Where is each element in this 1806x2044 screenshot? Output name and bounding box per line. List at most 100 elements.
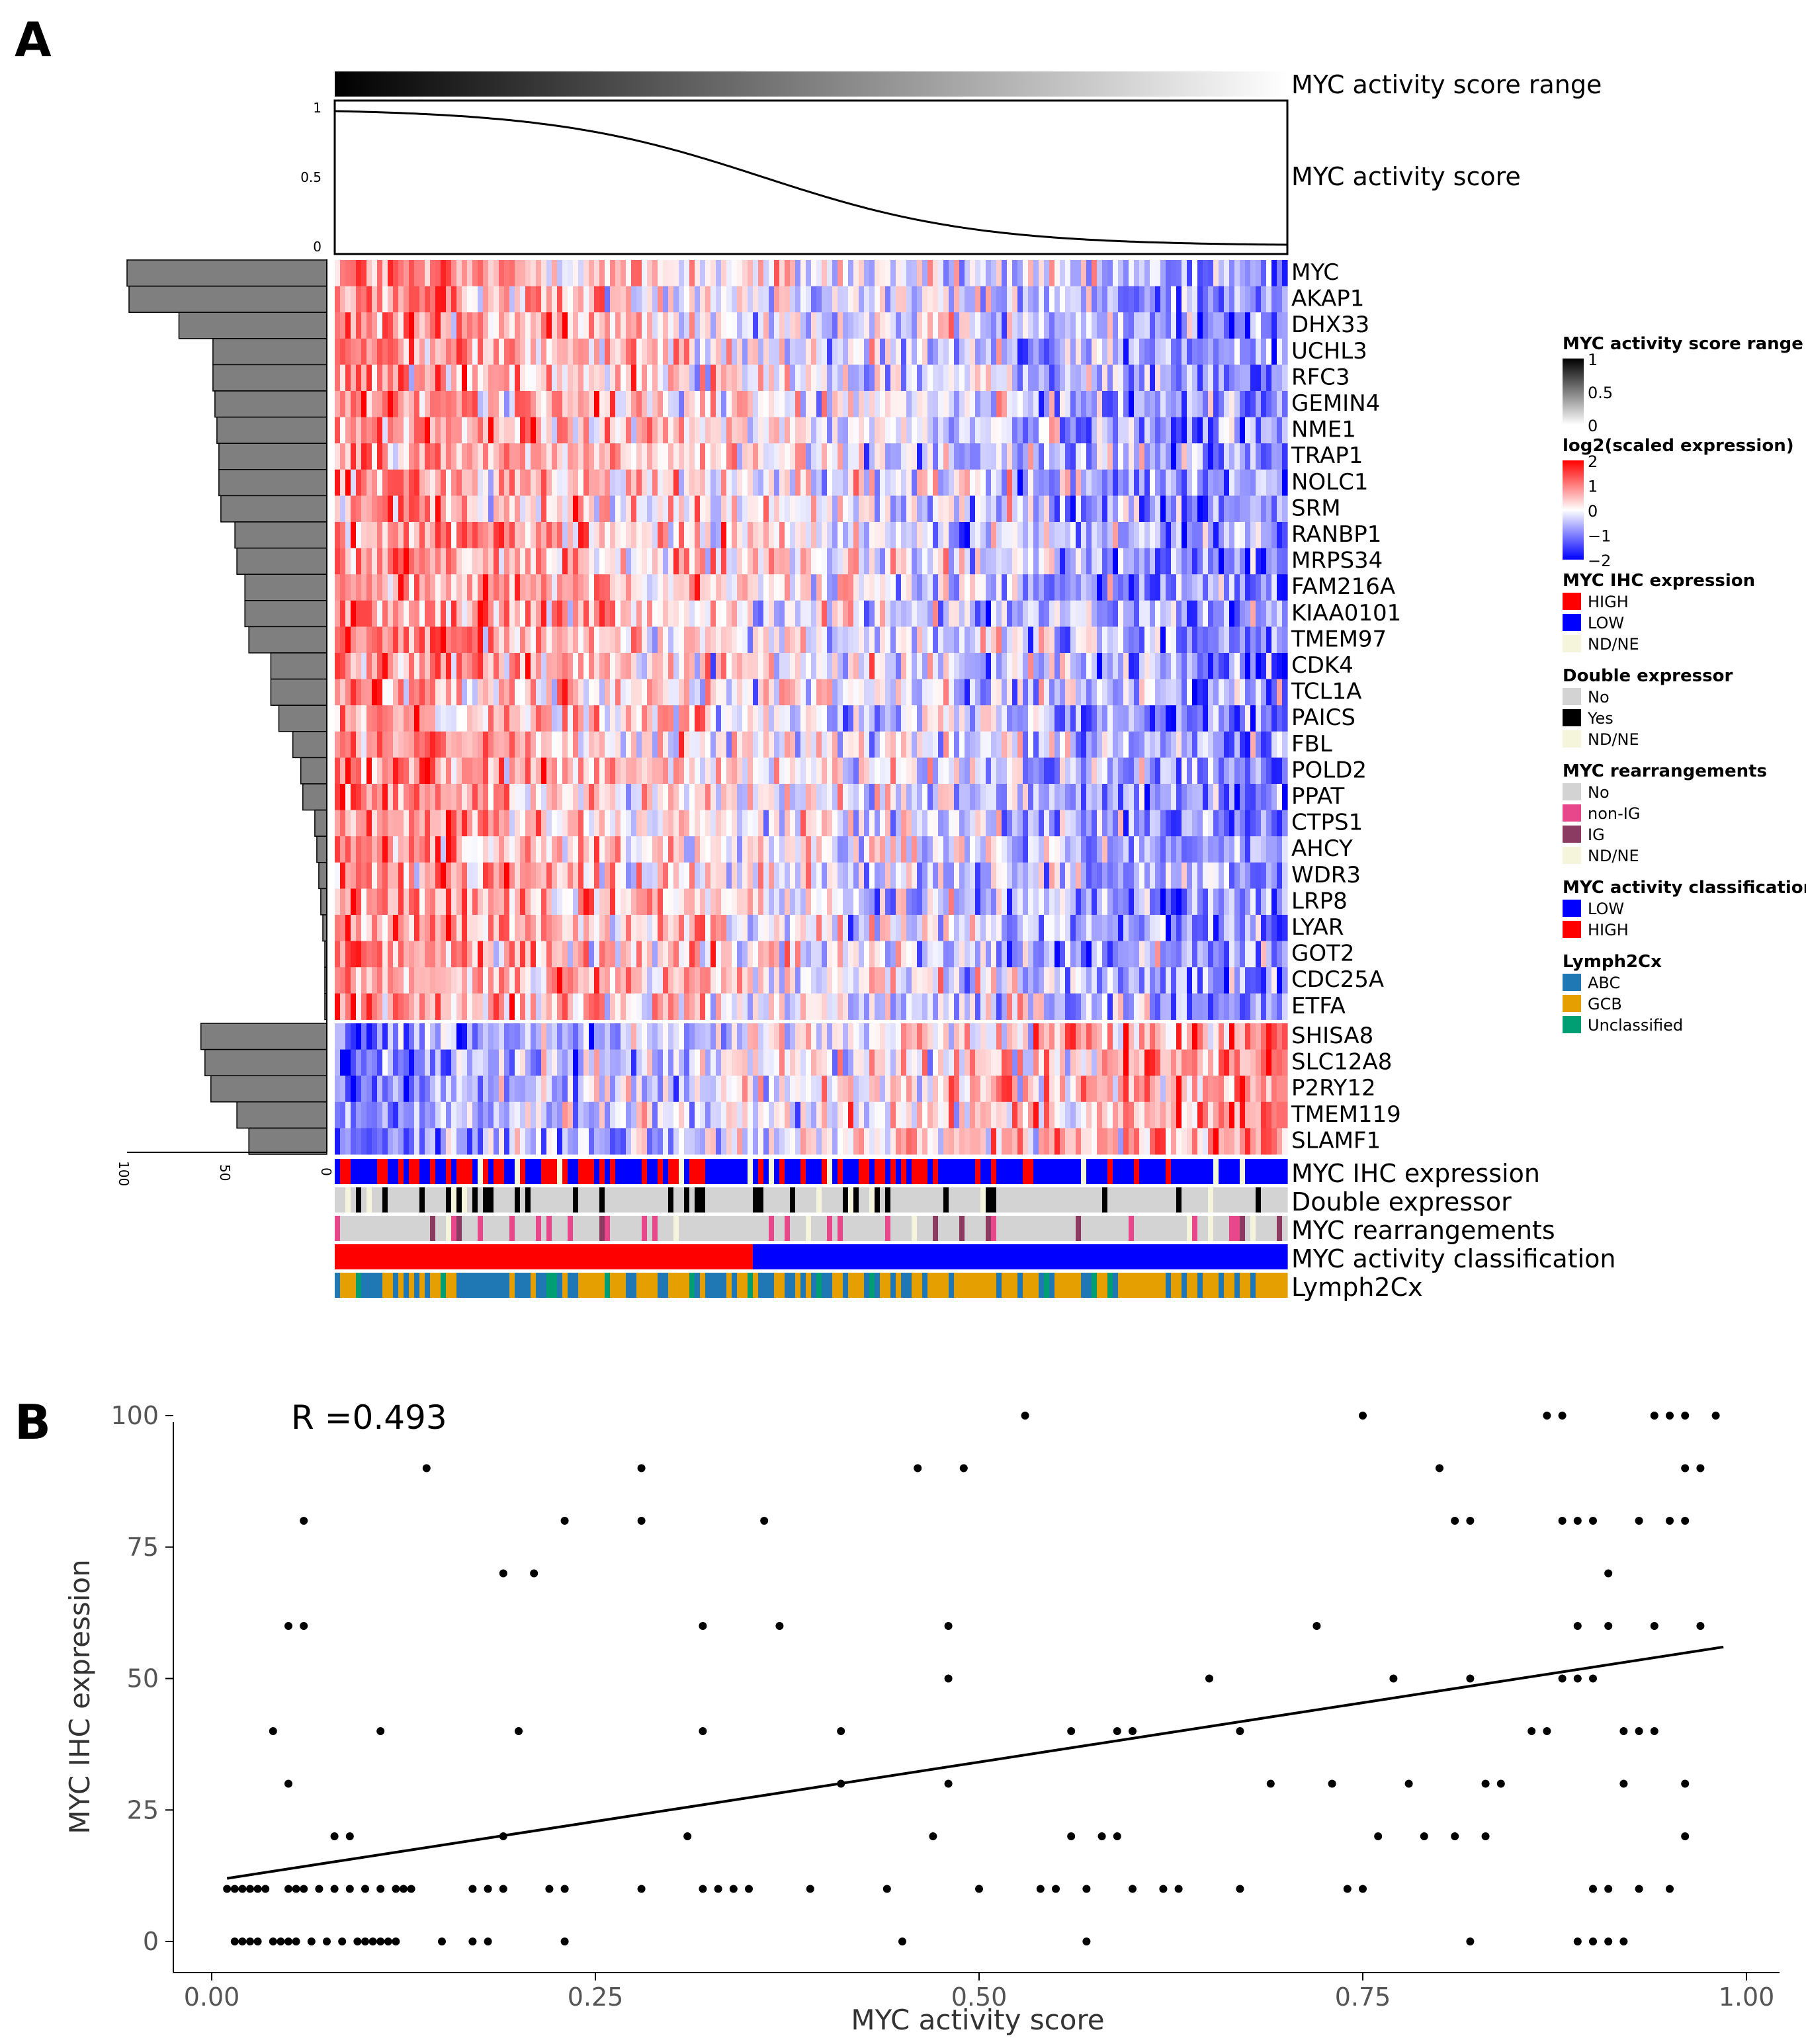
track-lymph2cx-cell bbox=[366, 1273, 372, 1298]
track-class-cell bbox=[1197, 1244, 1203, 1269]
track-lymph2cx-cell bbox=[975, 1273, 981, 1298]
track-double-cell bbox=[583, 1187, 589, 1213]
track-double-cell bbox=[419, 1187, 425, 1213]
heatmap-row-slamf1 bbox=[335, 1128, 1288, 1155]
track-rearr-cell bbox=[1245, 1216, 1251, 1241]
track-rearr-cell bbox=[954, 1216, 960, 1241]
track-lymph2cx-cell bbox=[848, 1273, 854, 1298]
track-ihc-cell bbox=[435, 1159, 441, 1184]
track-lymph2cx-cell bbox=[456, 1273, 462, 1298]
track-double-cell bbox=[1113, 1187, 1119, 1213]
data-point bbox=[1451, 1832, 1459, 1840]
track-ihc-cell bbox=[626, 1159, 632, 1184]
track-ihc-cell bbox=[1266, 1159, 1272, 1184]
legend-tick: −2 bbox=[1588, 552, 1611, 570]
track-double-cell bbox=[848, 1187, 854, 1213]
track-ihc-cell bbox=[679, 1159, 685, 1184]
track-double-cell bbox=[859, 1187, 865, 1213]
track-rearr-cell bbox=[409, 1216, 415, 1241]
track-ihc-cell bbox=[483, 1159, 489, 1184]
track-double-cell bbox=[949, 1187, 955, 1213]
track-class-cell bbox=[1261, 1244, 1267, 1269]
track-lymph2cx-cell bbox=[1129, 1273, 1135, 1298]
track-ihc-cell bbox=[393, 1159, 399, 1184]
track-rearr-cell bbox=[536, 1216, 542, 1241]
track-double-cell bbox=[763, 1187, 769, 1213]
track-ihc-cell bbox=[1245, 1159, 1251, 1184]
track-lymph2cx-cell bbox=[827, 1273, 833, 1298]
data-point bbox=[330, 1885, 339, 1893]
track-rearr-cell bbox=[488, 1216, 494, 1241]
track-double-cell bbox=[652, 1187, 658, 1213]
track-rearr-cell bbox=[700, 1216, 706, 1241]
track-rearr-cell bbox=[504, 1216, 510, 1241]
track-ihc-cell bbox=[430, 1159, 436, 1184]
track-rearr-cell bbox=[1219, 1216, 1225, 1241]
track-rearr-cell bbox=[991, 1216, 997, 1241]
track-double-cell bbox=[827, 1187, 833, 1213]
track-ihc-cell bbox=[1118, 1159, 1124, 1184]
track-ihc-cell bbox=[1139, 1159, 1145, 1184]
data-point bbox=[277, 1938, 285, 1945]
track-rearr-cell bbox=[996, 1216, 1002, 1241]
gene-label-lrp8: LRP8 bbox=[1291, 888, 1348, 914]
data-point bbox=[944, 1622, 953, 1630]
track-class-cell bbox=[811, 1244, 817, 1269]
data-point bbox=[330, 1832, 339, 1840]
track-rearr-cell bbox=[520, 1216, 526, 1241]
data-point bbox=[1312, 1622, 1321, 1630]
track-double-cell bbox=[869, 1187, 875, 1213]
data-point bbox=[1558, 1674, 1567, 1683]
track-ihc-cell bbox=[451, 1159, 457, 1184]
weight-bar bbox=[204, 1048, 327, 1076]
track-rearr-cell bbox=[1213, 1216, 1219, 1241]
data-point bbox=[637, 1464, 646, 1472]
track-lymph2cx-cell bbox=[1277, 1273, 1283, 1298]
track-ihc-cell bbox=[568, 1159, 574, 1184]
track-double-cell bbox=[695, 1187, 701, 1213]
data-point bbox=[1604, 1622, 1613, 1630]
track-class-cell bbox=[404, 1244, 409, 1269]
legend-tick: 2 bbox=[1588, 452, 1598, 471]
legend-group: MYC IHC expression HIGH LOW ND/NE bbox=[1563, 571, 1755, 654]
data-point bbox=[1052, 1885, 1060, 1893]
track-ihc-cell bbox=[1076, 1159, 1082, 1184]
track-ihc-cell bbox=[922, 1159, 928, 1184]
data-point bbox=[1619, 1938, 1628, 1945]
data-point bbox=[238, 1938, 247, 1945]
legend-group: MYC rearrangements No non-IG IG ND/NE bbox=[1563, 761, 1767, 865]
track-lymph2cx-cell bbox=[986, 1273, 992, 1298]
track-lymph2cx-cell bbox=[430, 1273, 436, 1298]
track-double-cell bbox=[599, 1187, 605, 1213]
track-lymph2cx-cell bbox=[467, 1273, 473, 1298]
track-ihc-cell bbox=[462, 1159, 468, 1184]
track-lymph2cx-cell bbox=[822, 1273, 828, 1298]
track-class-cell bbox=[737, 1244, 743, 1269]
gene-label-gemin4: GEMIN4 bbox=[1291, 390, 1380, 417]
track-double-cell bbox=[631, 1187, 637, 1213]
track-class-cell bbox=[1229, 1244, 1235, 1269]
track-double-cell bbox=[1060, 1187, 1066, 1213]
track-ihc-cell bbox=[1234, 1159, 1240, 1184]
heatmap-row-tcl1a bbox=[335, 679, 1288, 706]
data-point bbox=[284, 1885, 292, 1893]
track-rearr-cell bbox=[779, 1216, 785, 1241]
track-class-cell bbox=[1044, 1244, 1050, 1269]
track-rearr-cell bbox=[1097, 1216, 1103, 1241]
track-double-cell bbox=[1166, 1187, 1172, 1213]
weight-bar bbox=[270, 652, 327, 680]
track-rearr-cell bbox=[589, 1216, 595, 1241]
track-double-cell bbox=[875, 1187, 881, 1213]
weight-bar bbox=[214, 390, 327, 418]
track-rearr-cell bbox=[1187, 1216, 1193, 1241]
track-rearr-cell bbox=[1092, 1216, 1097, 1241]
track-rearr-cell bbox=[1081, 1216, 1087, 1241]
track-rearr-cell bbox=[340, 1216, 346, 1241]
data-point bbox=[1359, 1412, 1367, 1420]
legend-title: Lymph2Cx bbox=[1563, 952, 1662, 972]
track-lymph2cx-cell bbox=[779, 1273, 785, 1298]
data-point bbox=[1343, 1885, 1352, 1893]
track-ihc-cell bbox=[562, 1159, 568, 1184]
track-ihc-cell bbox=[1197, 1159, 1203, 1184]
track-ihc-cell bbox=[705, 1159, 711, 1184]
